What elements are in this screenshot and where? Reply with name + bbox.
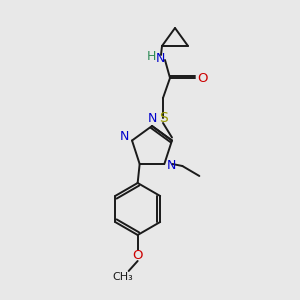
Text: N: N <box>167 160 176 172</box>
Text: CH₃: CH₃ <box>112 272 133 282</box>
Text: N: N <box>119 130 129 143</box>
Text: N: N <box>155 52 165 64</box>
Text: H: H <box>146 50 156 64</box>
Text: O: O <box>197 71 207 85</box>
Text: N: N <box>147 112 157 125</box>
Text: O: O <box>132 250 143 262</box>
Text: S: S <box>159 111 167 125</box>
